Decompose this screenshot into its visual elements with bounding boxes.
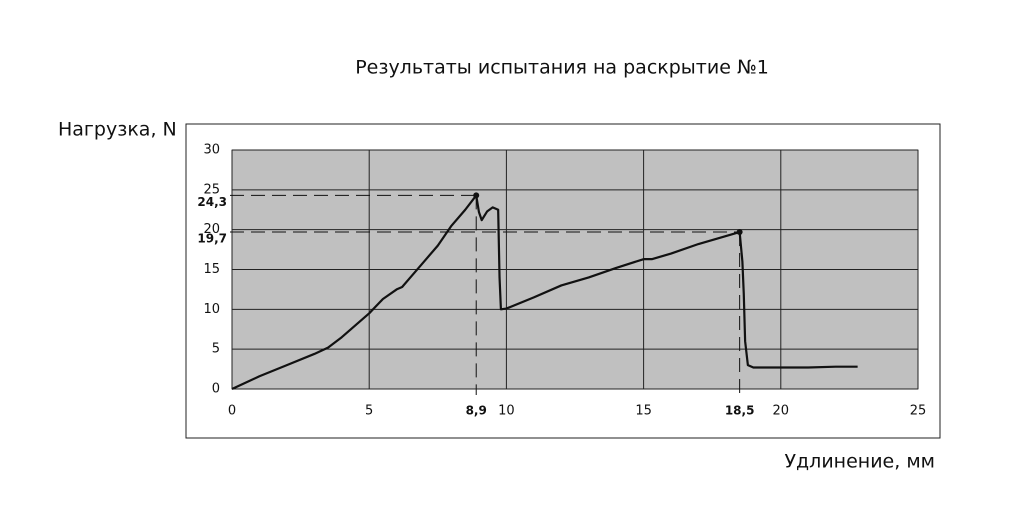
x-axis-title: Удлинение, мм — [784, 451, 935, 473]
chart-frame — [185, 123, 941, 439]
x-tick-label: 10 — [498, 404, 515, 419]
y-tick-label: 25 — [203, 182, 220, 197]
x-tick-label: 25 — [910, 404, 927, 419]
x-tick-label: 5 — [365, 404, 373, 419]
y-tick-label: 20 — [203, 222, 220, 237]
chart-title: Результаты испытания на раскрытие №1 — [355, 57, 769, 79]
x-tick-label: 20 — [773, 404, 790, 419]
y-tick-label: 30 — [203, 143, 220, 158]
y-tick-label: 0 — [212, 382, 220, 397]
x-tick-label: 15 — [635, 404, 652, 419]
annotation-y-label: 19,7 — [197, 232, 227, 246]
annotation-x-label: 18,5 — [725, 404, 755, 418]
annotation-point — [473, 192, 480, 199]
y-tick-label: 5 — [212, 342, 220, 357]
x-tick-label: 0 — [228, 404, 236, 419]
y-axis-title: Нагрузка, N — [58, 119, 177, 141]
data-line — [231, 194, 858, 390]
annotation-x-label: 8,9 — [466, 404, 487, 418]
annotation-point — [736, 229, 743, 236]
annotation-y-label: 24,3 — [197, 195, 227, 209]
y-tick-label: 15 — [203, 262, 220, 277]
y-tick-label: 10 — [203, 302, 220, 317]
